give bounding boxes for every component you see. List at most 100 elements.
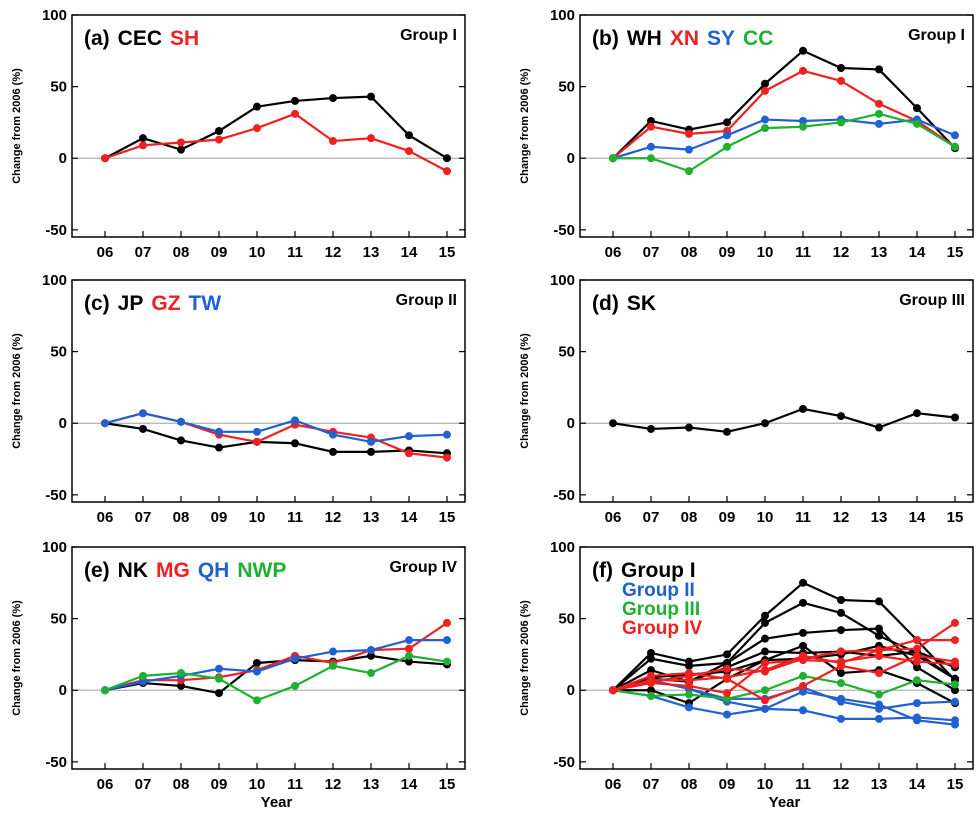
data-point: [215, 135, 223, 144]
data-point: [647, 154, 655, 163]
data-point: [951, 618, 959, 627]
data-point: [875, 99, 883, 108]
x-tick-label: 09: [211, 244, 228, 261]
y-tick-label: 50: [558, 79, 575, 96]
data-point: [723, 664, 731, 673]
data-point: [913, 409, 921, 418]
x-tick-label: 10: [757, 244, 774, 261]
x-tick-label: 11: [287, 244, 303, 261]
y-axis-label: Change from 2006 (%): [11, 68, 23, 184]
data-point: [253, 696, 261, 705]
data-point: [799, 628, 807, 637]
x-tick-label: 09: [211, 776, 228, 793]
x-tick-label: 10: [249, 509, 266, 526]
panel-e: -50 0 50 100 06 07 08 09 10 11 12 13 14 15 Change from…: [11, 539, 466, 811]
legend-entry-cec: CEC: [118, 27, 162, 50]
panel-b: -50 0 50 100 06 07 08 09 10 11 12 13 14 15 Change from…: [519, 7, 974, 261]
series-line-s0: [612, 581, 956, 692]
x-tick-label: 11: [287, 776, 303, 793]
data-point: [951, 720, 959, 729]
data-point: [215, 443, 223, 452]
data-point: [647, 116, 655, 125]
x-tick-label: 06: [605, 244, 622, 261]
x-tick-label: 13: [871, 776, 888, 793]
y-tick-label: 50: [50, 344, 67, 361]
x-tick-label: 15: [439, 509, 456, 526]
series-line-s5: [613, 644, 956, 705]
legend-entry-sh: SH: [170, 27, 199, 50]
legend-entry-wh: WH: [627, 27, 662, 50]
legend-entry-group-i: Group I: [621, 559, 696, 582]
panel-label: (e): [84, 559, 110, 582]
data-point: [875, 646, 883, 655]
x-tick-label: 07: [643, 244, 660, 261]
data-point: [177, 669, 185, 678]
x-tick-label: 11: [795, 509, 811, 526]
x-tick-label: 09: [719, 776, 736, 793]
series-line-s13: [612, 654, 956, 702]
data-point: [253, 102, 261, 111]
x-tick-label: 12: [325, 509, 342, 526]
data-point: [329, 94, 337, 103]
y-axis-label: Change from 2006 (%): [11, 333, 23, 449]
x-tick-label: 11: [287, 509, 303, 526]
data-point: [875, 119, 883, 128]
data-point: [723, 710, 731, 719]
x-tick-label: 13: [363, 509, 380, 526]
data-point: [215, 674, 223, 683]
data-point: [685, 661, 693, 670]
data-point: [215, 664, 223, 673]
x-tick-label: 06: [97, 776, 114, 793]
data-point: [875, 65, 883, 74]
series-line-qh: [104, 638, 447, 692]
data-point: [291, 109, 299, 118]
data-point: [913, 663, 921, 672]
y-tick-label: 50: [50, 611, 67, 628]
y-tick-label: -50: [553, 754, 575, 771]
data-point: [367, 134, 375, 143]
x-tick-label: 15: [947, 509, 964, 526]
data-point: [685, 129, 693, 138]
data-point: [139, 141, 147, 150]
data-point: [723, 131, 731, 140]
data-point: [761, 634, 769, 643]
data-point: [685, 145, 693, 154]
x-tick-label: 12: [325, 244, 342, 261]
data-point: [875, 624, 883, 633]
data-point: [799, 122, 807, 131]
plot-frame: [579, 546, 974, 770]
legend-entry-tw: TW: [189, 292, 222, 315]
data-point: [177, 417, 185, 426]
x-tick-label: 13: [871, 244, 888, 261]
data-point: [253, 667, 261, 676]
series-line-xn: [612, 69, 956, 160]
data-point: [913, 644, 921, 653]
data-point: [761, 618, 769, 627]
data-point: [253, 437, 261, 446]
data-point: [291, 439, 299, 448]
legend-entry-nk: NK: [118, 559, 148, 582]
y-tick-label: 0: [567, 415, 575, 432]
legend-entry-sy: SY: [707, 27, 735, 50]
data-point: [291, 681, 299, 690]
data-point: [799, 681, 807, 690]
group-label: Group I: [908, 27, 965, 44]
data-point: [367, 669, 375, 678]
x-axis-label: Year: [261, 794, 293, 811]
data-point: [761, 686, 769, 695]
data-point: [253, 124, 261, 133]
data-point: [177, 138, 185, 147]
panel-title: (e) NK MG QH NWP: [84, 559, 286, 582]
data-point: [405, 131, 413, 140]
legend-entry-cc: CC: [743, 27, 773, 50]
data-point: [837, 412, 845, 421]
data-point: [837, 714, 845, 723]
series-line-cc: [613, 112, 956, 173]
y-tick-label: 100: [42, 7, 67, 24]
data-point: [799, 404, 807, 413]
y-axis-label: Change from 2006 (%): [519, 68, 531, 184]
data-point: [875, 714, 883, 723]
panel-label: (c): [84, 292, 110, 315]
data-point: [761, 124, 769, 133]
y-tick-label: -50: [45, 222, 67, 239]
